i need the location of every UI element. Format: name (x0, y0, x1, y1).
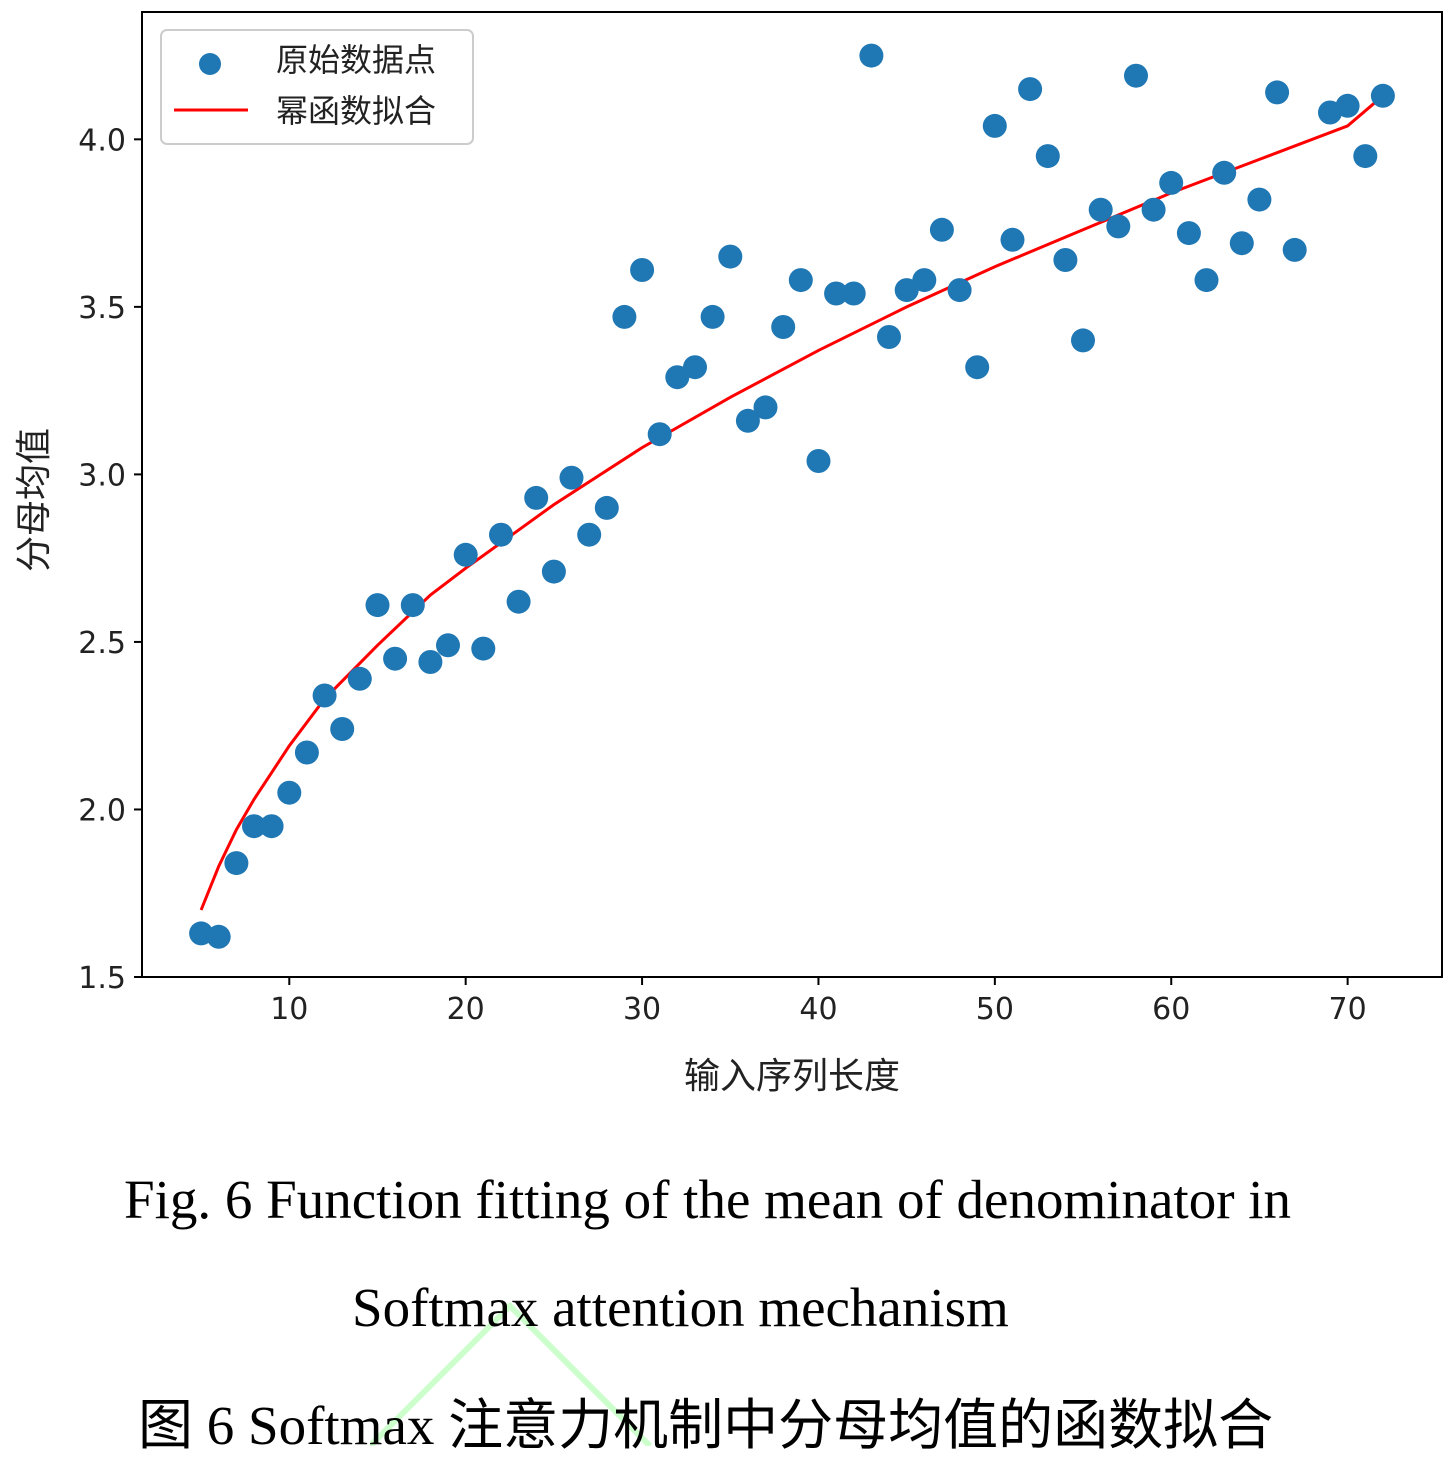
data-point (718, 244, 743, 269)
data-point (1018, 77, 1043, 102)
data-point (1124, 63, 1148, 88)
data-point (436, 633, 460, 658)
y-tick-label: 2.5 (78, 626, 126, 661)
data-point (594, 495, 619, 520)
data-point (788, 268, 813, 293)
data-point (1370, 83, 1395, 108)
data-point (1353, 144, 1378, 169)
data-point (647, 422, 672, 447)
x-tick-label: 60 (1152, 992, 1190, 1027)
x-tick-label: 50 (976, 992, 1014, 1027)
legend-marker-scatter (199, 53, 221, 75)
data-point (400, 593, 425, 618)
data-point (541, 559, 566, 584)
watermark-mark (370, 1301, 653, 1446)
data-point (1229, 231, 1254, 256)
data-point (471, 636, 496, 661)
data-point (982, 113, 1007, 138)
data-point (277, 780, 302, 805)
data-point (330, 717, 355, 741)
data-point (735, 408, 760, 433)
data-point (259, 814, 284, 839)
data-point (1335, 93, 1360, 118)
y-tick-label: 3.5 (78, 291, 126, 326)
data-point (894, 278, 919, 303)
data-point (206, 924, 231, 949)
legend-box (160, 29, 474, 145)
data-point (965, 355, 990, 380)
data-point (312, 683, 337, 708)
data-point (1071, 328, 1095, 353)
data-point (242, 814, 266, 839)
x-axis-label: 输入序列长度 (684, 1056, 900, 1097)
caption-english-line-2: Softmax attention mechanism (352, 1277, 1009, 1338)
data-point (1194, 268, 1219, 293)
data-point (612, 304, 637, 329)
data-point (929, 217, 954, 242)
ticks-layer: 10 20 30 40 50 60 70 1.5 2.0 2.5 3.0 3.5 4.0 (78, 123, 1366, 1027)
y-tick-label: 4.0 (78, 123, 126, 158)
data-point (630, 258, 655, 282)
data-point (1212, 160, 1237, 185)
data-point (683, 355, 707, 380)
data-point (700, 304, 725, 329)
data-point (1141, 197, 1166, 222)
data-point (665, 365, 690, 390)
data-point (294, 740, 319, 765)
data-points-layer (189, 43, 1395, 949)
x-tick-label: 30 (623, 992, 661, 1027)
data-point (1265, 80, 1290, 105)
y-tick-label: 1.5 (78, 961, 126, 996)
data-point (224, 851, 249, 876)
fit-line-layer (199, 94, 1384, 911)
data-point (1176, 221, 1201, 246)
y-tick-label: 2.0 (78, 793, 126, 828)
y-axis-label: 分母均值 (14, 428, 55, 572)
fit-line (199, 94, 1384, 911)
plot-frame (141, 11, 1443, 978)
data-point (383, 646, 408, 671)
data-point (1053, 248, 1078, 272)
data-point (859, 43, 884, 68)
data-point (489, 522, 513, 547)
data-point (577, 522, 602, 547)
x-tick-label: 70 (1329, 992, 1367, 1027)
data-point (947, 278, 972, 303)
data-point (365, 593, 390, 618)
data-point (453, 542, 478, 567)
legend-label-line: 幂函数拟合 (276, 92, 436, 130)
data-point (506, 589, 531, 614)
data-point (841, 281, 866, 306)
data-point (1159, 170, 1184, 195)
data-point (1106, 214, 1131, 239)
data-point (753, 395, 778, 420)
legend: 原始数据点 幂函数拟合 (160, 29, 474, 145)
caption-chinese: 图 6 Softmax 注意力机制中分母均值的函数拟合 (138, 1395, 1274, 1456)
data-point (1088, 197, 1113, 222)
caption-english-line-1: Fig. 6 Function fitting of the mean of d… (124, 1169, 1292, 1230)
data-point (1282, 237, 1307, 262)
data-point (559, 465, 584, 490)
data-point (771, 315, 796, 339)
data-point (912, 268, 937, 293)
data-point (524, 485, 549, 510)
data-point (1247, 187, 1272, 212)
data-point (418, 650, 443, 674)
data-point (877, 325, 901, 349)
data-point (1000, 227, 1025, 252)
data-point (347, 666, 372, 691)
legend-label-scatter: 原始数据点 (276, 41, 436, 79)
data-point (1035, 144, 1060, 169)
x-tick-label: 10 (270, 992, 308, 1027)
y-tick-label: 3.0 (78, 458, 126, 493)
x-tick-label: 20 (447, 992, 485, 1027)
x-tick-label: 40 (799, 992, 837, 1027)
data-point (806, 449, 831, 473)
data-point (824, 281, 849, 306)
